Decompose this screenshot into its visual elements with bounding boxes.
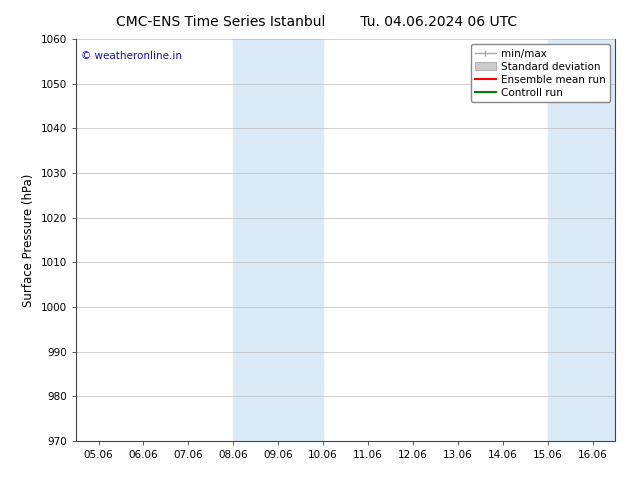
Text: © weatheronline.in: © weatheronline.in [81,51,183,61]
Legend: min/max, Standard deviation, Ensemble mean run, Controll run: min/max, Standard deviation, Ensemble me… [470,45,610,102]
Bar [233,39,323,441]
Y-axis label: Surface Pressure (hPa): Surface Pressure (hPa) [22,173,36,307]
Bar [548,39,615,441]
Text: CMC-ENS Time Series Istanbul        Tu. 04.06.2024 06 UTC: CMC-ENS Time Series Istanbul Tu. 04.06.2… [117,15,517,29]
